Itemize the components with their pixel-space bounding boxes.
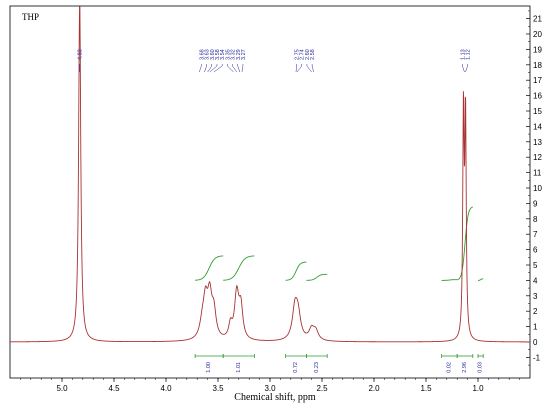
- peak-label-leader: [237, 64, 241, 73]
- y-tick-label: 0: [533, 338, 538, 347]
- integral-value: 0.02: [446, 362, 452, 373]
- x-axis-label: Chemical shift, ppm: [234, 392, 316, 403]
- peak-label-leader: [465, 64, 468, 73]
- peak-label: 3.27: [241, 49, 247, 60]
- x-tick-label: 4.0: [160, 384, 172, 393]
- peak-label: 3.29: [236, 49, 242, 60]
- peak-label-leader: [213, 64, 223, 73]
- peak-label-leader: [199, 64, 202, 73]
- integral-value: 1.00: [206, 362, 212, 373]
- y-tick-label: 10: [533, 184, 542, 193]
- integral-value: 0.72: [293, 362, 299, 373]
- peak-label: 1.12: [466, 49, 472, 60]
- peak-label: 3.35: [225, 49, 231, 60]
- plot-frame: [9, 5, 531, 379]
- y-tick-label: 16: [533, 92, 542, 101]
- x-tick-label: 5.0: [56, 384, 68, 393]
- x-tick-label: 3.0: [264, 384, 276, 393]
- peak-label: 3.58: [215, 49, 221, 60]
- peak-label-leader: [462, 64, 465, 73]
- integral-labels: 1.00 1.01 0.72 0.23 0.02 2.96 0.03: [194, 354, 484, 373]
- integral-curve: [306, 273, 328, 281]
- peak-label-leader: [204, 64, 207, 73]
- y-tick-label: 1: [533, 323, 538, 332]
- y-tick-label: 20: [533, 30, 542, 39]
- y-tick-label: 19: [533, 45, 542, 54]
- x-tick-label: 2.0: [368, 384, 380, 393]
- integral-curve: [457, 206, 473, 281]
- y-tick-label: 11: [533, 169, 542, 178]
- integral-value: 2.96: [462, 362, 468, 373]
- integral-curve: [478, 278, 484, 281]
- integral-curve: [285, 261, 307, 281]
- spectrum-layer: [10, 6, 530, 343]
- y-tick-label: 5: [533, 261, 538, 270]
- peak-label-leader: [232, 64, 237, 73]
- x-axis: 5.0 4.5 4.0 3.5 3.0 2.5 2.0 1.5 1.0: [20, 378, 520, 393]
- peak-label-leader: [306, 64, 312, 73]
- y-tick-label: 8: [533, 215, 538, 224]
- peak-label-leader: [295, 64, 297, 73]
- y-tick-label: -1: [533, 353, 541, 362]
- spectrum-line: [10, 6, 530, 343]
- x-tick-label: 3.5: [212, 384, 224, 393]
- peak-label: 3.32: [231, 49, 237, 60]
- x-tick-label: 1.5: [420, 384, 432, 393]
- y-tick-label: 2: [533, 307, 538, 316]
- y-tick-label: 6: [533, 246, 538, 255]
- integral-value: 0.23: [314, 362, 320, 373]
- integral-curve: [223, 255, 255, 281]
- y-tick-label: 18: [533, 61, 542, 70]
- y-tick-label: 21: [533, 15, 542, 24]
- peak-label: 3.68: [199, 49, 205, 60]
- y-tick-label: 7: [533, 230, 538, 239]
- peak-label: 2.60: [305, 49, 311, 60]
- y-tick-label: 14: [533, 122, 542, 131]
- y-tick-label: 12: [533, 153, 542, 162]
- x-tick-label: 4.5: [108, 384, 120, 393]
- x-tick-label: 2.5: [316, 384, 328, 393]
- y-tick-label: 3: [533, 292, 538, 301]
- peak-label: 3.54: [220, 49, 226, 60]
- y-tick-label: 9: [533, 199, 538, 208]
- y-tick-label: 15: [533, 107, 542, 116]
- integral-curve: [195, 255, 224, 281]
- peak-label-leader: [311, 64, 314, 73]
- peak-label-leader: [209, 64, 218, 73]
- peak-label-leader: [241, 64, 244, 73]
- y-tick-label: 4: [533, 276, 538, 285]
- y-tick-label: 13: [533, 138, 542, 147]
- y-tick-label: 17: [533, 76, 542, 85]
- peak-label-leader: [296, 64, 302, 73]
- integral-value: 1.01: [236, 362, 242, 373]
- peak-label: 4.83: [78, 49, 84, 60]
- peak-label: 3.63: [205, 49, 211, 60]
- peak-label: 1.13: [460, 49, 466, 60]
- peak-label: 2.58: [310, 49, 316, 60]
- integral-curves: [195, 206, 484, 281]
- peak-label-leader: [207, 64, 213, 73]
- peak-labels: 4.83 3.68 3.63 3.60 3.58 3.54 3.35 3.32 3.29 3.27…: [78, 49, 472, 73]
- integral-value: 0.03: [478, 362, 484, 373]
- peak-label: 2.74: [300, 49, 306, 60]
- peak-label: 2.75: [295, 49, 301, 60]
- peak-label-leader: [227, 64, 234, 73]
- peak-label: 3.60: [210, 49, 216, 60]
- x-tick-label: 1.0: [472, 384, 484, 393]
- plot-border: [9, 5, 531, 379]
- chart-title: THP: [22, 12, 39, 22]
- integral-curve: [441, 279, 458, 281]
